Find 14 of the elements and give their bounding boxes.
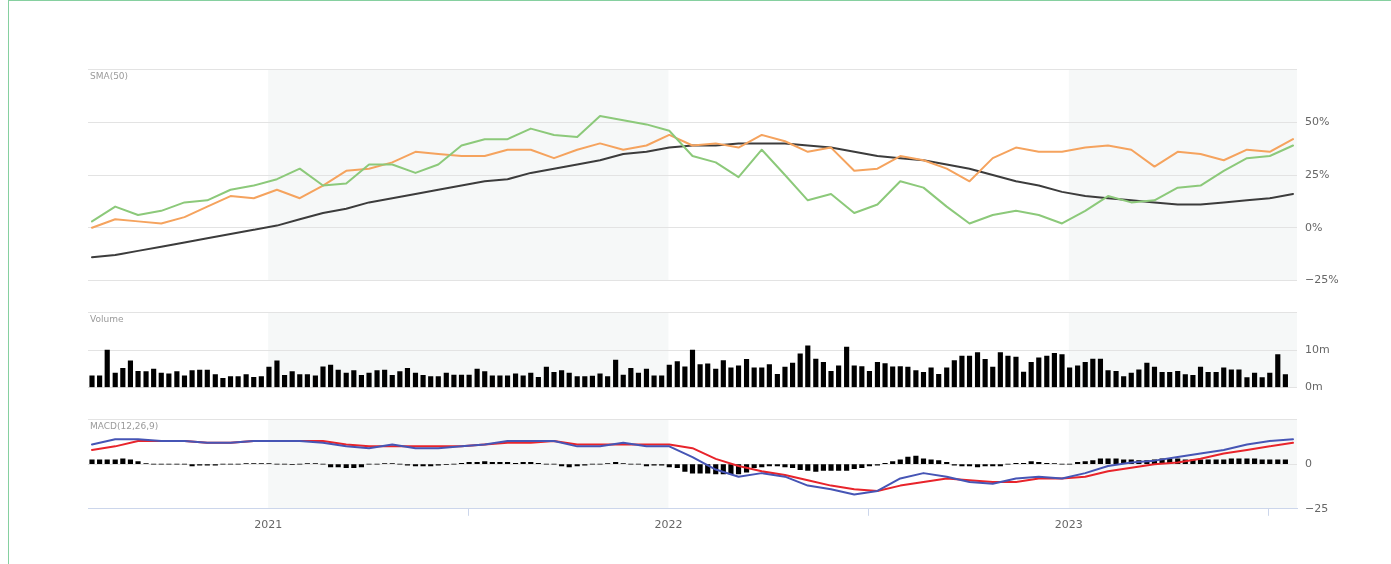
y-tick-label: 0 xyxy=(1305,457,1312,471)
x-tick-label: 2022 xyxy=(654,518,683,532)
y-tick-label: −25 xyxy=(1305,501,1329,515)
chart-title: MACD(12,26,9) xyxy=(90,421,159,432)
x-tick-label: 2023 xyxy=(1054,518,1083,532)
chart-title: Volume xyxy=(90,314,124,325)
chart-title: SMA(50) xyxy=(90,71,129,82)
y-tick-label: 50% xyxy=(1305,115,1330,129)
y-tick-label: 0% xyxy=(1305,220,1323,234)
y-tick-label: 10m xyxy=(1305,342,1330,356)
y-tick-label: −25% xyxy=(1305,273,1339,287)
y-tick-label: 0m xyxy=(1305,380,1323,394)
y-tick-label: 25% xyxy=(1305,167,1330,181)
x-tick-label: 2021 xyxy=(254,518,283,532)
